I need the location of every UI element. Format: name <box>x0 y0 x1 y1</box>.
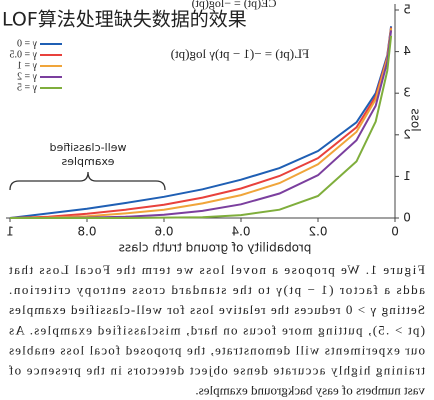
mirrored-figure: 0 1 2 3 4 5 0 0.2 0.4 0.6 0.8 1 probability of groun… <box>6 0 425 398</box>
caption-line: adds a factor (1 − pt)γ to the standard … <box>9 282 425 297</box>
legend-label: γ = 2 <box>17 71 38 82</box>
series-line <box>9 28 393 219</box>
series-line <box>10 35 393 219</box>
x-axis-label: probability of ground truth class <box>119 241 312 255</box>
formula: FL(pt) = −(1 − pt)γ log(pt) <box>171 46 310 61</box>
y-tick-label: 1 <box>403 169 411 183</box>
formula-top: CE(pt) = −log(pt) <box>192 0 277 10</box>
caption-line: our experiments will demonstrate, the pr… <box>9 342 425 357</box>
caption-line: training highly accurate dense object de… <box>8 362 425 377</box>
legend-label: γ = 0 <box>17 38 38 49</box>
caption-line: Figure 1. We propose a novel loss we ter… <box>9 262 425 277</box>
y-tick-label: 0 <box>403 211 411 225</box>
caption-line: (pt > .5), putting more focus on hard, m… <box>9 322 425 337</box>
caption-line: vast numbers of easy background examples… <box>195 383 425 398</box>
overlay-title: LOF算法处理缺失数据的效果 <box>2 9 247 31</box>
x-tick-label: 0.8 <box>77 225 96 239</box>
y-axis-label: loss <box>409 108 423 131</box>
x-tick-label: 0 <box>391 225 399 239</box>
x-tick-label: 0.6 <box>154 225 173 239</box>
y-tick-label: 4 <box>403 44 411 58</box>
x-tick-label: 0.4 <box>231 225 250 239</box>
annotation-word: well-classified <box>50 141 127 154</box>
legend-label: γ = 0.5 <box>9 49 38 60</box>
annotation-bracket <box>9 171 166 191</box>
y-tick-label: 5 <box>403 3 411 17</box>
x-tick-label: 0.2 <box>308 225 327 239</box>
x-tick-label: 1 <box>6 225 14 239</box>
y-tick-label: 2 <box>403 127 411 141</box>
annotation: well-classified examples <box>50 141 127 168</box>
y-tick-label: 3 <box>403 86 411 100</box>
legend-label: γ = 5 <box>17 82 38 93</box>
caption-line: Setting γ > 0 reduces the relative loss … <box>9 302 425 317</box>
legend-label: γ = 1 <box>17 60 38 71</box>
annotation-word: examples <box>61 155 114 168</box>
